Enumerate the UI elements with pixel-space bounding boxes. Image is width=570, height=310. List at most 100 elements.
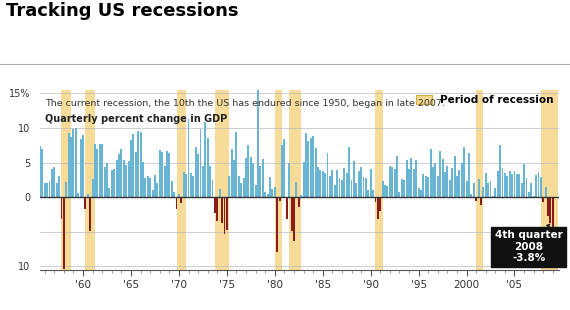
Bar: [142, 162, 144, 197]
Bar: [406, 160, 408, 197]
Legend: Period of recession: Period of recession: [416, 95, 553, 105]
Bar: [291, 197, 292, 231]
Bar: [307, 141, 310, 197]
Bar: [204, 122, 206, 197]
Bar: [535, 175, 537, 197]
Bar: [118, 153, 120, 197]
Bar: [279, 197, 280, 201]
Bar: [161, 152, 163, 197]
Bar: [84, 197, 87, 209]
Bar: [92, 179, 93, 197]
Bar: [80, 139, 82, 197]
Bar: [341, 180, 343, 197]
Bar: [152, 190, 153, 197]
Bar: [176, 197, 177, 209]
Bar: [484, 173, 487, 197]
Bar: [430, 149, 431, 197]
Bar: [329, 176, 331, 197]
Bar: [549, 197, 551, 224]
Bar: [171, 181, 173, 197]
Bar: [408, 170, 410, 197]
Bar: [504, 173, 506, 197]
Bar: [541, 90, 557, 270]
Bar: [269, 177, 271, 197]
Bar: [470, 194, 473, 197]
Bar: [518, 174, 520, 197]
Bar: [166, 151, 168, 197]
Bar: [185, 174, 187, 197]
Bar: [144, 178, 146, 197]
Bar: [434, 163, 437, 197]
Bar: [497, 171, 499, 197]
Bar: [478, 179, 479, 197]
Bar: [202, 166, 204, 197]
Bar: [377, 197, 379, 219]
Bar: [34, 116, 36, 197]
Bar: [506, 176, 508, 197]
Bar: [94, 144, 96, 197]
Bar: [367, 190, 369, 197]
Bar: [521, 183, 523, 197]
Bar: [42, 149, 43, 197]
Bar: [439, 151, 441, 197]
Bar: [324, 173, 326, 197]
Bar: [374, 197, 376, 202]
Bar: [235, 132, 238, 197]
Bar: [502, 168, 503, 197]
Text: Tracking US recessions: Tracking US recessions: [6, 2, 238, 20]
Bar: [104, 167, 105, 197]
Bar: [418, 188, 420, 197]
Bar: [229, 176, 230, 197]
Bar: [351, 180, 352, 197]
Bar: [207, 138, 209, 197]
Bar: [245, 158, 247, 197]
Bar: [274, 188, 276, 197]
Bar: [62, 90, 71, 270]
Bar: [466, 181, 467, 197]
Bar: [422, 174, 425, 197]
Bar: [180, 197, 182, 203]
Bar: [480, 197, 482, 205]
Bar: [108, 188, 111, 197]
Bar: [17, 170, 19, 197]
Bar: [3, 160, 5, 197]
Bar: [257, 86, 259, 197]
Bar: [156, 183, 158, 197]
Bar: [241, 183, 242, 197]
Bar: [343, 168, 345, 197]
Bar: [416, 161, 417, 197]
Bar: [215, 90, 229, 270]
Bar: [178, 194, 180, 197]
Bar: [154, 175, 156, 197]
Bar: [211, 180, 213, 197]
Bar: [173, 192, 175, 197]
Bar: [358, 171, 360, 197]
Bar: [195, 147, 197, 197]
Bar: [223, 197, 225, 234]
Bar: [56, 183, 58, 197]
Bar: [66, 182, 67, 197]
Bar: [70, 137, 72, 197]
Bar: [413, 170, 415, 197]
Bar: [219, 189, 221, 197]
Bar: [63, 197, 65, 269]
Bar: [384, 185, 386, 197]
Text: The current recession, the 10th the US has endured since 1950, began in late 200: The current recession, the 10th the US h…: [44, 99, 445, 108]
Bar: [446, 166, 449, 197]
Bar: [137, 131, 139, 197]
Bar: [468, 153, 470, 197]
Bar: [523, 164, 525, 197]
Bar: [391, 167, 393, 197]
Bar: [401, 179, 403, 197]
Bar: [461, 162, 463, 197]
Bar: [322, 171, 324, 197]
Bar: [490, 181, 491, 197]
Bar: [289, 90, 301, 270]
Bar: [499, 145, 501, 197]
Bar: [437, 176, 439, 197]
Bar: [113, 169, 115, 197]
Bar: [363, 177, 364, 197]
Bar: [192, 176, 194, 197]
Bar: [111, 170, 113, 197]
Bar: [221, 197, 223, 224]
